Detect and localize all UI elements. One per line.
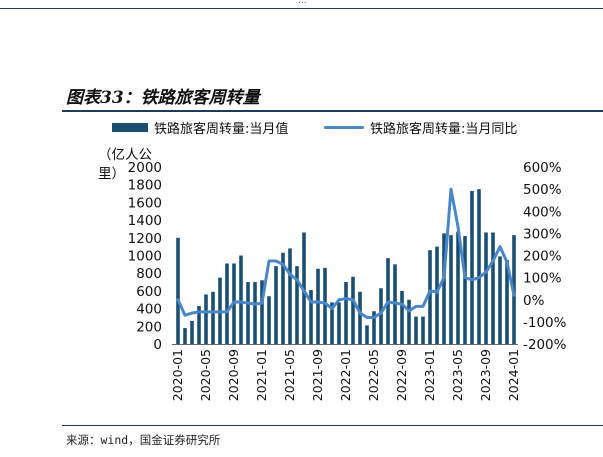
bar-2023-06	[463, 236, 467, 344]
bar-2020-02	[183, 328, 187, 344]
figure-title: 图表33：铁路旅客周转量	[66, 88, 260, 108]
legend-item-bar: 铁路旅客周转量:当月值	[112, 118, 288, 137]
title-rule	[62, 110, 603, 112]
header-mark: ...	[298, 0, 307, 6]
y-left-unit-label: （亿人公里）	[98, 147, 152, 182]
bar-2023-01	[428, 250, 432, 344]
x-tick: 2020-09	[226, 349, 241, 401]
bar-2021-04	[281, 252, 285, 344]
y-left-tick: 1200	[128, 231, 162, 247]
y-right-tick: -100%	[523, 315, 567, 331]
y-left-tick: 600	[136, 284, 162, 300]
bar-2021-10	[323, 267, 327, 344]
bar-2023-04	[449, 235, 453, 344]
y-left-tick: 1400	[128, 213, 162, 229]
bar-2021-06	[295, 266, 299, 344]
x-tick: 2020-01	[170, 349, 185, 401]
y-right-tick: 400%	[523, 204, 562, 220]
bar-2020-11	[246, 282, 250, 344]
y-right-tick: 600%	[523, 160, 562, 176]
x-tick: 2023-05	[450, 349, 465, 401]
y-right-tick: 100%	[523, 271, 562, 287]
y-left-tick: 400	[136, 302, 162, 318]
bar-2022-01	[344, 282, 348, 344]
y-left-tick: 800	[136, 266, 162, 282]
x-tick: 2022-09	[394, 349, 409, 401]
bar-2020-06	[211, 291, 215, 344]
bar-2021-11	[330, 302, 334, 344]
bar-2023-02	[435, 246, 439, 344]
x-tick: 2024-01	[506, 349, 521, 401]
bar-2021-03	[274, 266, 278, 344]
x-tick: 2021-09	[310, 349, 325, 401]
x-axis: 2020-01 2020-05 2020-09 2021-01 2021-05 2021-…	[170, 344, 521, 401]
bar-2020-12	[253, 282, 257, 344]
y-left-tick: 2000	[128, 160, 162, 176]
bar-2021-05	[288, 248, 292, 344]
legend-item-line: 铁路旅客周转量:当月同比	[324, 118, 517, 137]
bar-2020-08	[225, 263, 229, 344]
y-left-tick: 200	[136, 319, 162, 335]
bar-2023-12	[505, 259, 509, 344]
bar-2022-04	[365, 325, 369, 344]
x-tick: 2022-01	[338, 349, 353, 401]
bar-2020-03	[190, 320, 194, 344]
bar-2023-11	[498, 256, 502, 344]
legend-line-swatch	[324, 126, 364, 129]
bar-2022-11	[414, 316, 418, 344]
bar-2021-01	[260, 280, 264, 344]
bar-2022-02	[351, 276, 355, 344]
y-right-tick: 200%	[523, 249, 562, 265]
x-tick: 2021-01	[254, 349, 269, 401]
bar-2021-02	[267, 296, 271, 344]
x-tick: 2023-01	[422, 349, 437, 401]
legend-bar-swatch	[112, 123, 148, 132]
bar-2020-04	[197, 305, 201, 344]
bar-2021-09	[316, 268, 320, 344]
footer-rule	[62, 425, 603, 426]
y-left-tick: 0	[153, 337, 162, 353]
y-left-tick: 1600	[128, 195, 162, 211]
bar-2023-05	[456, 231, 460, 344]
bar-2020-05	[204, 294, 208, 344]
legend-label-line: 铁路旅客周转量:当月同比	[370, 122, 518, 137]
source-note: 来源：wind，国金证券研究所	[66, 433, 221, 447]
bar-2023-08	[477, 189, 481, 345]
x-tick: 2021-05	[282, 349, 297, 401]
y-right-tick: -200%	[523, 337, 567, 353]
line-series	[176, 187, 516, 319]
header-rule	[0, 8, 603, 9]
bar-2022-10	[407, 299, 411, 344]
bar-2021-08	[309, 290, 313, 344]
y-right-tick: 300%	[523, 226, 562, 242]
y-right-axis: -200% -100% 0% 100% 200% 300% 400% 500% 600%	[523, 160, 567, 353]
bar-2020-01	[176, 237, 180, 344]
bar-2023-10	[491, 232, 495, 344]
y-left-tick: 1000	[128, 249, 162, 265]
y-left-tick: 1800	[128, 178, 162, 194]
bar-2023-03	[442, 233, 446, 345]
bar-2022-06	[379, 288, 383, 344]
bar-2022-05	[372, 311, 376, 344]
y-right-tick: 0%	[523, 293, 545, 309]
x-tick: 2020-05	[198, 349, 213, 401]
x-tick: 2023-09	[478, 349, 493, 401]
x-tick: 2022-05	[366, 349, 381, 401]
bar-2022-03	[358, 291, 362, 344]
bar-2023-07	[470, 190, 474, 344]
bar-2022-12	[421, 316, 425, 344]
bar-2021-12	[337, 302, 341, 344]
y-right-tick: 500%	[523, 182, 562, 198]
bar-2022-09	[400, 290, 404, 344]
bar-2020-10	[239, 255, 243, 344]
legend-label-bar: 铁路旅客周转量:当月值	[154, 122, 289, 137]
bar-2023-09	[484, 232, 488, 344]
